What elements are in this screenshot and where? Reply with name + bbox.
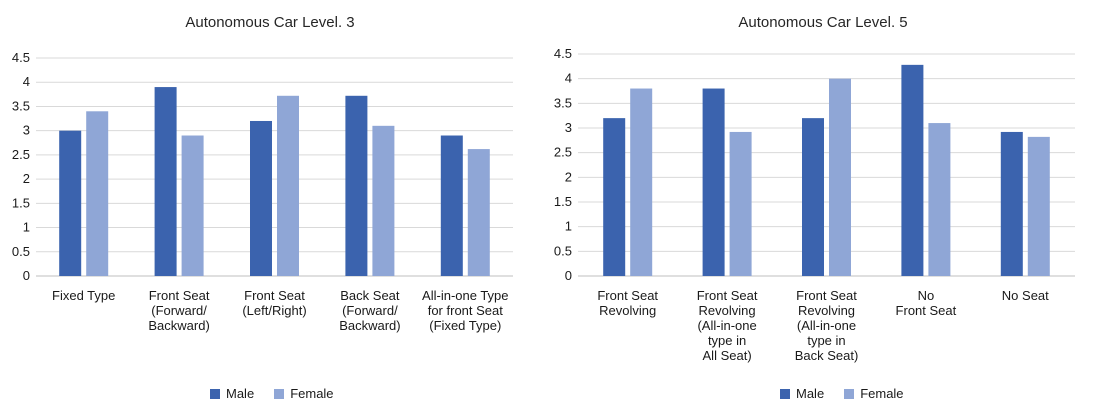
x-category-label: No Front Seat (896, 288, 957, 318)
bar-female (181, 135, 204, 276)
y-tick-label: 0 (23, 268, 30, 283)
x-category-label: Front Seat (Forward/Backward) (148, 288, 209, 333)
chart-panel-level3: Autonomous Car Level. 3 0 0.5 1 1.5 2 2.5 3 3.5… (0, 0, 540, 413)
bar-male (59, 130, 82, 276)
legend-swatch-male (210, 388, 220, 399)
y-tick-label: 2 (565, 169, 572, 184)
bar-female (928, 123, 951, 276)
bar-male (603, 118, 626, 276)
bar-female (829, 78, 851, 277)
legend-label-male: Male (226, 386, 255, 401)
x-category-label: All-in-one Type for front Seat (Fixed Type… (422, 288, 508, 333)
bar-male (345, 95, 368, 276)
y-tick-label: 3 (23, 123, 30, 138)
bar-female (372, 125, 395, 276)
legend-item-female: Female (274, 386, 334, 401)
x-category-label: Front Seat (Left/Right) (242, 288, 306, 318)
legend-swatch-female (844, 388, 855, 399)
y-tick-label: 3.5 (12, 98, 30, 113)
y-tick-label: 4 (565, 71, 572, 86)
x-category-label: Front Seat Revolving (All-in-one type in All… (697, 288, 758, 363)
y-tick-label: 1 (565, 219, 572, 234)
bar-male (250, 120, 272, 276)
legend-label-female: Female (860, 386, 904, 401)
chart-legend: Male Female (210, 386, 346, 401)
y-tick-label: 1 (23, 220, 30, 235)
y-tick-label: 4.5 (12, 50, 30, 65)
bar-female (1027, 136, 1050, 276)
y-tick-label: 4.5 (554, 46, 572, 61)
bar-male (1000, 131, 1023, 276)
y-tick-label: 3.5 (554, 95, 572, 110)
x-category-label: Front Seat Revolving (All-in-one type in Bac… (795, 288, 859, 363)
legend-item-female: Female (844, 386, 904, 401)
bar-female (86, 111, 109, 277)
legend-item-male: Male (780, 386, 824, 401)
chart-title: Autonomous Car Level. 3 (185, 14, 355, 31)
bar-male (802, 118, 824, 276)
bar-male (440, 135, 463, 276)
y-tick-label: 2.5 (12, 147, 30, 162)
bar-female (630, 88, 653, 277)
bar-chart-level3: 0 0.5 1 1.5 2 2.5 3 3.5 4 4.5 Fixed Type Front Seat… (12, 50, 513, 333)
legend-label-female: Female (290, 386, 334, 401)
legend-label-male: Male (796, 386, 825, 401)
legend-swatch-female (274, 388, 285, 399)
bar-female (467, 149, 490, 276)
legend-swatch-male (780, 388, 790, 399)
y-tick-label: 1.5 (12, 195, 30, 210)
bar-female (729, 131, 752, 276)
y-tick-label: 4 (23, 74, 30, 89)
chart-title: Autonomous Car Level. 5 (738, 14, 908, 31)
bar-chart-level5: 0 0.5 1 1.5 2 2.5 3 3.5 4 4.5 Front Seat Revolving F… (554, 46, 1075, 363)
chart-panel-level5: Autonomous Car Level. 5 0 0.5 1 1.5 2 2.5 3 3.5… (553, 0, 1093, 413)
legend-item-male: Male (210, 386, 254, 401)
bar-male (702, 88, 725, 277)
y-tick-label: 2 (23, 171, 30, 186)
chart-legend: Male Female (780, 386, 916, 401)
y-tick-label: 3 (565, 120, 572, 135)
x-category-label: Front Seat Revolving (597, 288, 658, 318)
y-tick-label: 1.5 (554, 194, 572, 209)
y-tick-label: 2.5 (554, 145, 572, 160)
y-tick-label: 0.5 (12, 244, 30, 259)
x-category-label: Fixed Type (52, 288, 115, 303)
x-category-label: Back Seat (Forward/Backward) (339, 288, 400, 333)
y-tick-label: 0.5 (554, 243, 572, 258)
bar-male (154, 87, 177, 276)
bar-male (901, 64, 924, 276)
x-category-label: No Seat (1002, 288, 1049, 303)
y-tick-label: 0 (565, 268, 572, 283)
bar-female (277, 95, 299, 276)
